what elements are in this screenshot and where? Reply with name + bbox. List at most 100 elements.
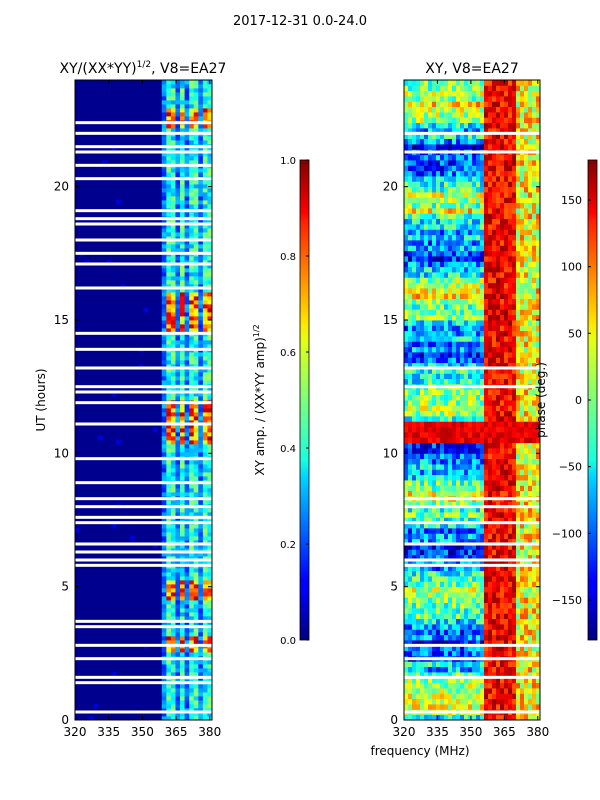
phase-cell	[440, 229, 445, 236]
amp-cell	[207, 292, 213, 297]
phase-cell	[404, 485, 409, 492]
phase-cell	[440, 357, 445, 364]
phase-cell	[476, 602, 481, 609]
phase-cell	[412, 474, 417, 481]
phase-cell	[448, 288, 453, 294]
phase-cell	[416, 250, 421, 257]
phase-cell	[484, 533, 489, 540]
phase-cell	[504, 672, 509, 678]
phase-cell	[416, 570, 421, 577]
xtick-label: 380	[198, 725, 221, 739]
phase-cell	[468, 608, 473, 614]
amp-cell	[198, 388, 204, 393]
phase-cell	[464, 309, 469, 316]
amp-cell	[170, 536, 176, 541]
phase-cell	[472, 480, 477, 486]
phase-cell	[472, 650, 477, 657]
phase-cell	[408, 602, 413, 609]
phase-cell	[488, 698, 493, 705]
phase-cell	[476, 474, 481, 481]
amp-cell	[184, 272, 190, 277]
phase-cell	[424, 293, 429, 300]
phase-cell	[520, 485, 525, 492]
phase-cell	[516, 645, 521, 652]
phase-cell	[460, 629, 465, 636]
amp-cell	[207, 116, 213, 121]
phase-cell	[416, 256, 421, 262]
amp-cell	[184, 412, 190, 417]
phase-cell	[424, 522, 429, 529]
phase-cell	[444, 618, 449, 625]
phase-cell	[456, 480, 461, 486]
amp-flag-gap	[75, 675, 212, 679]
amp-cell	[180, 432, 185, 437]
phase-cell	[428, 250, 433, 257]
phase-cell	[416, 629, 421, 636]
phase-cell	[468, 437, 473, 444]
phase-cell	[524, 650, 529, 657]
phase-cell	[468, 570, 473, 577]
amp-cell	[161, 500, 167, 505]
amp-cell	[161, 484, 167, 489]
phase-cell	[532, 672, 537, 678]
phase-cell	[444, 389, 449, 396]
phase-cell	[460, 672, 465, 678]
amp-cell	[175, 508, 181, 513]
phase-cell	[472, 490, 477, 497]
phase-cell	[468, 714, 473, 721]
phase-cell	[408, 453, 413, 460]
phase-cell	[448, 266, 453, 273]
phase-cell	[432, 282, 437, 289]
amp-cell	[166, 684, 172, 689]
phase-cell	[424, 272, 429, 278]
phase-cell	[528, 704, 533, 710]
amp-cell	[184, 636, 190, 641]
phase-cell	[472, 421, 477, 428]
phase-cell	[464, 330, 469, 337]
phase-cell	[436, 464, 441, 470]
phase-cell	[516, 314, 521, 321]
amp-cell	[198, 288, 204, 293]
amp-cell	[193, 380, 199, 385]
amp-cell	[202, 272, 208, 277]
phase-cell	[448, 704, 453, 710]
phase-cell	[520, 325, 525, 332]
phase-cell	[424, 341, 429, 348]
phase-cell	[452, 538, 457, 545]
phase-cell	[532, 693, 537, 700]
amp-cell	[198, 336, 204, 341]
amp-cell	[207, 560, 213, 565]
phase-cell	[520, 469, 525, 476]
amp-cell	[198, 248, 204, 253]
phase-cell	[460, 458, 465, 465]
amp-cell	[166, 560, 172, 565]
phase-cell	[412, 245, 417, 252]
phase-cell	[408, 400, 413, 406]
phase-cell	[428, 293, 433, 300]
phase-cell	[460, 682, 465, 689]
amp-cell	[166, 312, 172, 317]
amp-cell	[193, 388, 199, 393]
phase-cell	[520, 570, 525, 577]
amp-cell	[166, 340, 172, 345]
phase-cell	[488, 240, 493, 246]
phase-cell	[408, 266, 413, 273]
phase-cell	[452, 277, 457, 284]
phase-cell	[412, 277, 417, 284]
phase-cell	[496, 234, 501, 241]
phase-cell	[440, 426, 445, 433]
phase-cell	[444, 432, 449, 438]
amp-cell	[175, 664, 181, 669]
amp-cell	[184, 256, 190, 261]
phase-cell	[440, 698, 445, 705]
phase-cell	[408, 538, 413, 545]
phase-cell	[408, 677, 413, 684]
phase-cell	[456, 634, 461, 641]
phase-cell	[508, 272, 513, 278]
phase-cell	[428, 298, 433, 305]
amp-cell	[198, 596, 204, 601]
phase-cell	[420, 666, 425, 673]
phase-cell	[484, 458, 489, 465]
amp-cell	[184, 188, 190, 193]
phase-cell	[532, 586, 537, 593]
